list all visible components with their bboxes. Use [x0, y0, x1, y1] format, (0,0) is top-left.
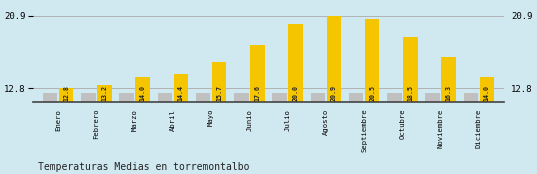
Bar — [365, 19, 380, 102]
Text: 16.3: 16.3 — [446, 85, 452, 101]
Bar — [480, 77, 494, 102]
Text: 20.5: 20.5 — [369, 85, 375, 101]
Bar — [157, 93, 172, 102]
Bar — [212, 62, 227, 102]
Bar — [196, 93, 211, 102]
Bar — [59, 88, 74, 102]
Bar — [425, 93, 440, 102]
Bar — [288, 24, 303, 102]
Bar — [310, 93, 325, 102]
Text: 20.9: 20.9 — [331, 85, 337, 101]
Text: 20.0: 20.0 — [293, 85, 299, 101]
Bar — [135, 77, 150, 102]
Bar — [387, 93, 402, 102]
Bar — [403, 37, 418, 102]
Text: 14.0: 14.0 — [484, 85, 490, 101]
Text: 15.7: 15.7 — [216, 85, 222, 101]
Text: 14.4: 14.4 — [178, 85, 184, 101]
Bar — [349, 93, 364, 102]
Bar — [97, 85, 112, 102]
Text: 14.0: 14.0 — [140, 85, 146, 101]
Text: 12.8: 12.8 — [63, 85, 69, 101]
Bar — [441, 57, 456, 102]
Text: Temperaturas Medias en torremontalbo: Temperaturas Medias en torremontalbo — [38, 162, 249, 172]
Text: 17.6: 17.6 — [255, 85, 260, 101]
Bar — [173, 74, 188, 102]
Bar — [81, 93, 96, 102]
Bar — [326, 16, 341, 102]
Bar — [250, 45, 265, 102]
Text: 18.5: 18.5 — [408, 85, 413, 101]
Bar — [272, 93, 287, 102]
Text: 13.2: 13.2 — [101, 85, 107, 101]
Bar — [463, 93, 478, 102]
Bar — [43, 93, 57, 102]
Bar — [234, 93, 249, 102]
Bar — [119, 93, 134, 102]
